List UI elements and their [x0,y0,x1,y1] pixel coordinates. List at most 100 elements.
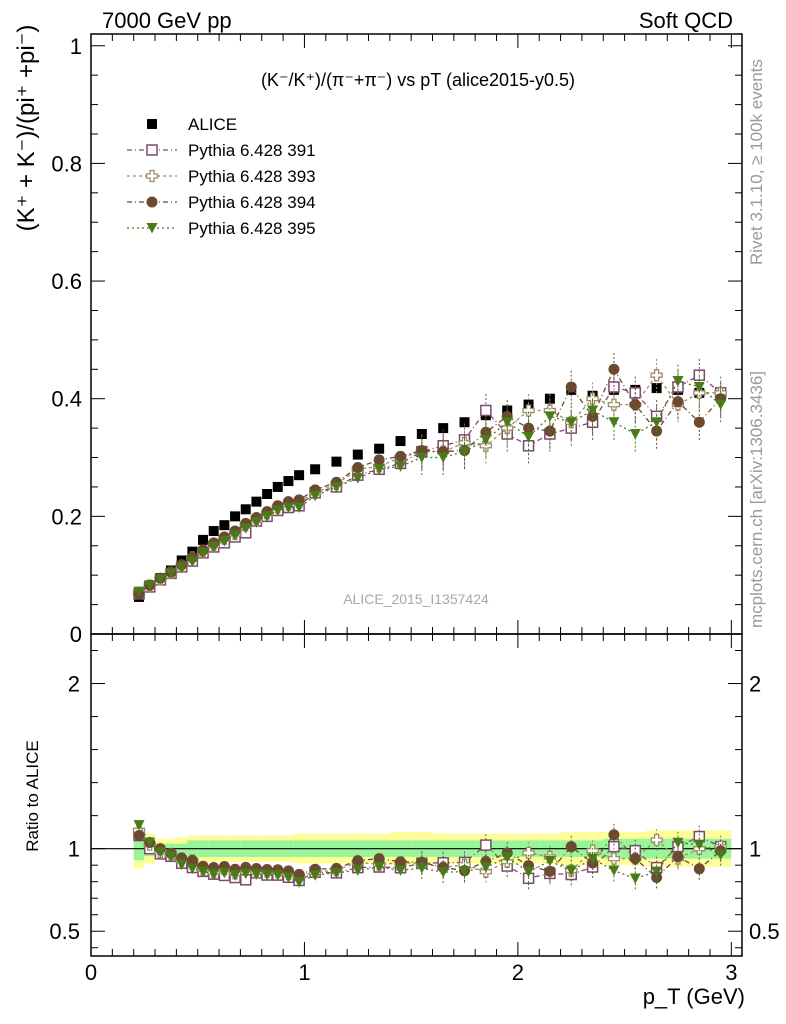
ratio-point [208,869,220,880]
ratio-tick-label-left: 1 [68,837,80,862]
ratio-point [480,839,492,851]
axis-tick-labels: 0 1 2 3 0 0.2 0.4 0.6 0.8 1 0.5 0.5 1 1 2 2 [49,34,779,985]
series-pythia-2 [132,357,727,883]
series-point [650,369,663,382]
ratio-point [144,837,156,848]
ratio-point [261,870,273,881]
alice-point [395,436,406,447]
series-point [672,396,684,408]
alice-point [251,496,262,507]
ratio-point [165,851,177,862]
series-point [272,505,284,516]
legend-marker [146,144,158,156]
y-tick-label: 0.2 [51,504,82,529]
mcplots-note: mcplots.cern.ch [arXiv:1306.3436] [747,371,766,628]
legend-label: Pythia 6.428 393 [188,167,316,186]
alice-point [438,423,449,434]
x-tick-label: 0 [85,960,97,985]
ratio-point [672,837,684,849]
alice-point [230,511,241,522]
series-point [607,398,621,411]
x-tick-label: 2 [512,960,524,985]
legend-marker [147,119,157,129]
ratio-series-line [138,833,722,879]
ratio-point [416,863,428,874]
alice-point [331,456,342,467]
alice-point [416,429,427,439]
series-point [154,574,166,585]
series-point [208,541,220,553]
ratio-point [587,853,599,865]
ratio-point [437,867,449,878]
alice-point [219,520,230,531]
alice-point [310,464,321,475]
ratio-point [250,869,262,880]
series-point [261,511,273,522]
ratio-point [352,855,364,867]
series-point [672,376,684,387]
ratio-y-axis-label: Ratio to ALICE [23,740,42,852]
y-tick-label: 0.8 [51,151,82,176]
ratio-point [133,820,145,831]
series-point [693,381,705,393]
legend: ALICE Pythia 6.428 391 Pythia 6.428 393 Pyt… [127,115,316,238]
series-point [608,363,620,375]
ratio-point [176,859,188,871]
x-tick-label: 3 [725,960,737,985]
series-pythia-4 [133,363,727,890]
series-point [629,429,641,440]
alice-point [198,534,209,545]
ratio-point [501,852,513,863]
legend-label: Pythia 6.428 395 [188,219,316,238]
series-point [186,556,198,568]
ratio-point [544,856,556,867]
y-tick-label: 0.6 [51,269,82,294]
series-point [565,381,577,393]
header-left: 7000 GeV pp [102,8,232,33]
series-point [133,586,145,598]
series-point [523,422,535,434]
ratio-tick-label-left: 0.5 [49,919,80,944]
ratio-point [394,865,406,876]
series-point [651,417,663,428]
series-point [176,562,188,574]
series-alice [134,383,726,602]
x-axis-label: p_T (GeV) [643,984,745,1009]
series-point [544,411,556,422]
series-point [693,416,705,428]
series-point [587,405,599,416]
ratio-point [293,868,305,880]
alice-point [283,476,294,487]
ratio-point [218,867,230,879]
ratio-point [394,856,406,868]
ratio-point [607,852,621,865]
ratio-point [330,867,342,879]
series-point [394,461,406,472]
ratio-point [629,873,641,885]
ratio-point [480,862,492,873]
series-point [501,417,513,428]
series-point [587,410,599,422]
ratio-tick-label-right: 1 [749,837,761,862]
ratio-point [650,833,663,847]
series-point [250,517,262,528]
alice-point [459,417,470,428]
series-point [480,434,492,446]
ratio-point [565,865,577,877]
legend-marker [146,223,158,234]
ratio-point [608,840,620,853]
ratio-point [293,877,305,888]
y-tick-label: 0 [70,622,82,647]
ratio-point [608,829,620,841]
ratio-point [154,847,166,858]
series-point [715,399,727,411]
ratio-tick-label-right: 0.5 [749,919,780,944]
ratio-point [373,862,385,873]
ratio-point [282,872,294,883]
series-point [373,464,385,475]
legend-marker [146,196,158,208]
series-point [293,502,305,514]
data-marks [132,351,727,890]
y-axis-label: (K⁺ + K⁻)/(pi⁺ +pi⁻) [13,25,40,232]
series-point [459,446,471,458]
